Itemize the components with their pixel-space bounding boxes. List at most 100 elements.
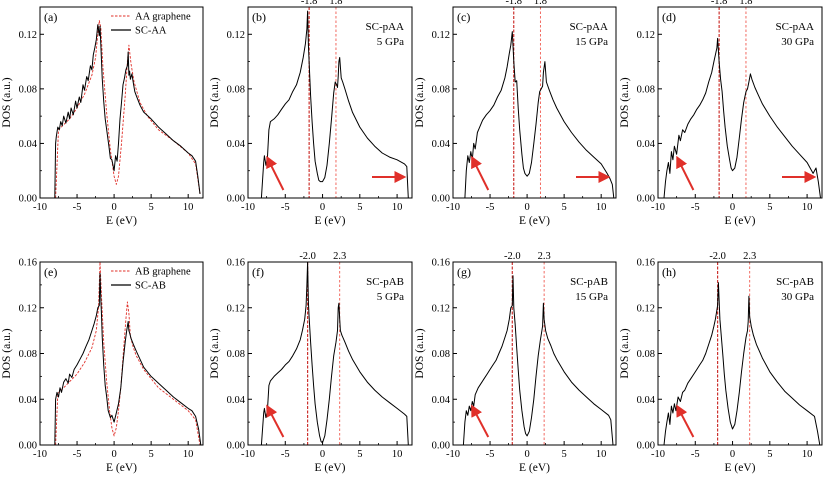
legend-label-reference: AA graphene xyxy=(135,12,191,23)
vline-label: -1.8 xyxy=(301,0,318,7)
x-axis-label: E (eV) xyxy=(106,462,137,474)
y-axis-label: DOS (a.u.) xyxy=(619,77,631,127)
x-tick-label: -10 xyxy=(33,449,47,460)
band-edge-arrow-left xyxy=(676,155,695,191)
x-axis-label: E (eV) xyxy=(106,215,137,227)
band-edge-arrow-left xyxy=(676,404,695,438)
x-tick-label: 0 xyxy=(111,202,116,213)
vline-label: 1.8 xyxy=(534,0,547,7)
y-tick-label: 0.00 xyxy=(19,194,37,205)
x-tick-label: -5 xyxy=(691,202,700,213)
sample-name: SC-pAB xyxy=(570,276,608,288)
x-tick-label: 5 xyxy=(149,202,154,213)
vline-label: 2.3 xyxy=(538,251,551,262)
y-tick-label: 0.16 xyxy=(432,258,450,269)
y-tick-label: 0.00 xyxy=(432,194,450,205)
band-edge-arrow-left xyxy=(266,155,285,191)
x-tick-label: 5 xyxy=(562,202,567,213)
x-axis-label: E (eV) xyxy=(519,462,550,474)
x-tick-label: 10 xyxy=(802,202,813,213)
x-tick-label: 0 xyxy=(730,449,735,460)
y-tick-label: 0.08 xyxy=(227,349,245,360)
x-axis-label: E (eV) xyxy=(315,462,346,474)
y-axis-label: DOS (a.u.) xyxy=(209,328,221,378)
y-axis-label: DOS (a.u.) xyxy=(619,328,631,378)
y-tick-label: 0.04 xyxy=(19,395,38,406)
panel-c: -1.8 1.8 -10 -5 0 5 10 0.00 0.04 0.08 0.12 E (eV) DO… xyxy=(414,0,617,227)
x-tick-label: -5 xyxy=(281,202,290,213)
y-tick-label: 0.12 xyxy=(637,30,655,41)
y-tick-label: 0.04 xyxy=(637,139,656,150)
x-tick-label: -10 xyxy=(241,449,255,460)
y-tick-label: 0.12 xyxy=(19,30,37,41)
y-tick-label: 0.00 xyxy=(637,194,655,205)
x-tick-label: -10 xyxy=(33,202,47,213)
y-tick-label: 0.12 xyxy=(637,303,655,314)
panel-label: (h) xyxy=(662,265,676,279)
panel-e: -10 -5 0 5 10 0.00 0.04 0.08 0.12 0.16 E (eV) DOS (… xyxy=(1,258,204,474)
vline-label: -2.0 xyxy=(504,251,521,262)
axes-frame xyxy=(39,261,204,446)
y-tick-label: 0.12 xyxy=(227,303,245,314)
vline-label: 1.8 xyxy=(739,0,752,7)
series-sc-line xyxy=(54,24,201,198)
x-tick-label: -5 xyxy=(486,449,495,460)
x-tick-label: 5 xyxy=(357,449,362,460)
panel-label: (e) xyxy=(44,265,57,279)
legend-label-sc: SC-AA xyxy=(135,26,167,37)
y-tick-label: 0.00 xyxy=(227,194,245,205)
x-tick-label: -10 xyxy=(241,202,255,213)
y-tick-label: 0.08 xyxy=(19,349,37,360)
y-axis-label: DOS (a.u.) xyxy=(414,328,426,378)
y-tick-label: 0.08 xyxy=(637,84,655,95)
sample-name: SC-pAB xyxy=(776,276,814,288)
sample-name: SC-pAA xyxy=(775,21,814,33)
legend-label-sc: SC-AB xyxy=(135,281,166,292)
panel-f: -2.0 2.3 -10 -5 0 5 10 0.00 0.04 0.08 0.12 0.16 E (e… xyxy=(209,251,413,474)
y-tick-label: 0.04 xyxy=(227,139,246,150)
y-axis-label: DOS (a.u.) xyxy=(1,77,13,127)
panel-label: (b) xyxy=(252,10,266,24)
legend: AA graphene SC-AA xyxy=(111,12,191,37)
x-axis-label: E (eV) xyxy=(725,215,756,227)
series-sc-line xyxy=(260,262,409,445)
pressure-label: 30 GPa xyxy=(781,291,814,303)
axes-frame xyxy=(452,6,617,199)
x-tick-label: 5 xyxy=(767,202,772,213)
x-tick-label: 5 xyxy=(562,449,567,460)
panel-label: (f) xyxy=(252,265,264,279)
x-tick-label: -5 xyxy=(281,449,290,460)
vline-label: -2.0 xyxy=(299,251,316,262)
panel-g: -2.0 2.3 -10 -5 0 5 10 0.00 0.04 0.08 0.12 0.16 E (e… xyxy=(414,251,617,474)
pressure-label: 15 GPa xyxy=(575,36,608,48)
axes-frame xyxy=(247,6,413,199)
panel-d: -1.8 1.8 -10 -5 0 5 10 0.00 0.04 0.08 0.12 E (eV) DO… xyxy=(619,0,823,227)
x-tick-label: -5 xyxy=(691,449,700,460)
axes-frame xyxy=(657,6,823,199)
y-tick-label: 0.00 xyxy=(637,441,655,452)
x-tick-label: -10 xyxy=(651,449,665,460)
x-tick-label: 5 xyxy=(357,202,362,213)
x-tick-label: 10 xyxy=(596,202,607,213)
x-tick-label: 10 xyxy=(802,449,813,460)
y-tick-label: 0.04 xyxy=(637,395,656,406)
x-tick-label: -10 xyxy=(446,449,460,460)
x-tick-label: 10 xyxy=(183,202,194,213)
y-tick-label: 0.12 xyxy=(19,303,37,314)
x-tick-label: 10 xyxy=(183,449,194,460)
y-tick-label: 0.08 xyxy=(637,349,655,360)
x-axis-label: E (eV) xyxy=(315,215,346,227)
sample-name: SC-pAA xyxy=(365,21,404,33)
x-tick-label: -10 xyxy=(651,202,665,213)
vline-label: 1.8 xyxy=(329,0,342,7)
y-tick-label: 0.08 xyxy=(432,349,450,360)
y-tick-label: 0.12 xyxy=(227,30,245,41)
x-tick-label: 5 xyxy=(149,449,154,460)
legend: AB graphene SC-AB xyxy=(111,267,191,292)
panel-a: -10 -5 0 5 10 0.00 0.04 0.08 0.12 E (eV) DOS (a.u.… xyxy=(1,6,204,227)
panel-b: -1.8 1.8 -10 -5 0 5 10 0.00 0.04 0.08 0.12 E (eV) DO… xyxy=(209,0,413,227)
y-tick-label: 0.04 xyxy=(432,139,451,150)
panel-label: (c) xyxy=(457,10,470,24)
series-sc-line xyxy=(663,37,821,198)
series-sc-line xyxy=(663,282,821,445)
